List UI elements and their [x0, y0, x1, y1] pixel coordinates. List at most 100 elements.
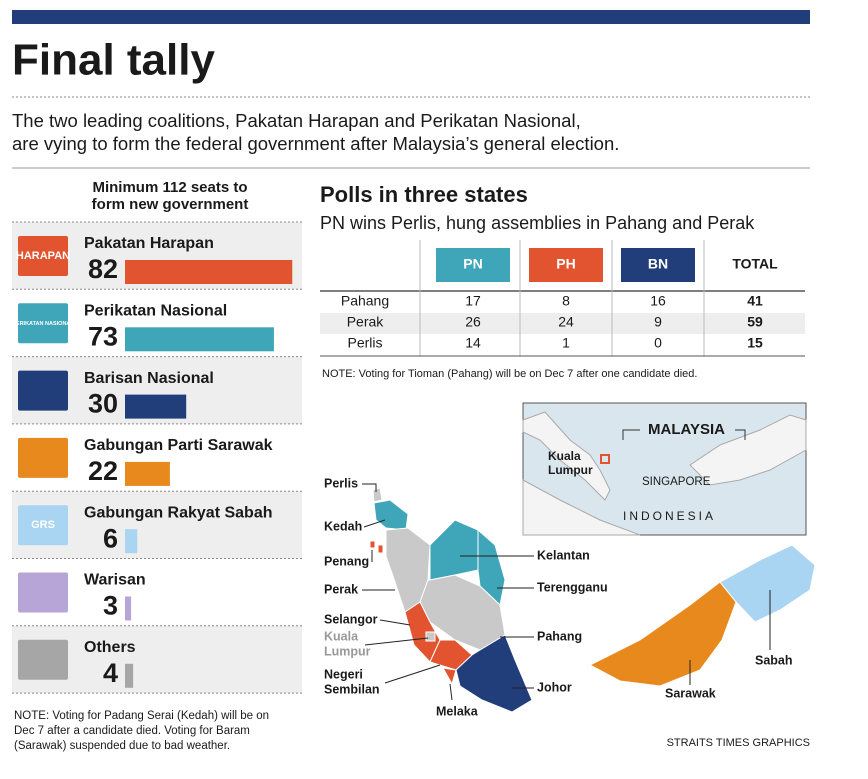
table-value: 59	[747, 314, 763, 330]
state-penang	[377, 544, 384, 554]
party-name: Gabungan Rakyat Sabah	[84, 504, 273, 521]
states-subtitle: PN wins Perlis, hung assemblies in Pahan…	[320, 213, 755, 233]
title: Final tally	[12, 36, 215, 85]
party-logo	[18, 505, 68, 546]
map-label: Penang	[324, 554, 369, 568]
inset-label: INDONESIA	[623, 509, 716, 523]
inset-land	[522, 411, 611, 501]
party-name: Pakatan Harapan	[84, 235, 214, 252]
states-note: NOTE: Voting for Tioman (Pahang) will be…	[322, 368, 697, 380]
row-label: Perak	[347, 314, 385, 330]
table-value: 9	[654, 314, 662, 330]
map-label: Melaka	[436, 704, 479, 718]
party-name: Warisan	[84, 572, 146, 589]
states-title: Polls in three states	[320, 182, 528, 207]
row-band	[320, 313, 805, 334]
map-label: Perlis	[324, 476, 358, 490]
seat-bar	[125, 663, 134, 688]
map-label: Negeri	[324, 667, 363, 681]
logo-text: GRS	[31, 519, 55, 531]
seats-heading: form new government	[92, 196, 249, 213]
row-label: Pahang	[341, 293, 389, 309]
row-label: Perlis	[347, 335, 382, 351]
map-label: Kelantan	[537, 548, 590, 562]
seat-count: 73	[88, 321, 118, 351]
top-band	[12, 10, 810, 24]
seat-bar	[125, 394, 187, 419]
map-label: Johor	[537, 680, 572, 694]
inset-label: SINGAPORE	[642, 476, 711, 488]
subtitle: The two leading coalitions, Pakatan Hara…	[12, 110, 581, 131]
table-value: 26	[465, 314, 481, 330]
table-value: 24	[558, 314, 574, 330]
party-logo	[18, 639, 68, 680]
logo-text: PERIKATAN NASIONAL	[12, 321, 74, 327]
party-logo	[18, 572, 68, 613]
inset-capital: Lumpur	[548, 463, 593, 477]
state-sabah	[719, 544, 816, 623]
bracket	[622, 429, 746, 440]
map-label: Sembilan	[324, 682, 380, 696]
table-value: 8	[562, 293, 570, 309]
seat-count: 30	[88, 389, 118, 419]
party-logo	[18, 370, 68, 411]
state-perlis	[372, 487, 383, 503]
map-label: Sarawak	[665, 686, 716, 700]
map	[369, 487, 816, 713]
seat-bar	[125, 461, 170, 486]
table-value: 15	[747, 335, 763, 351]
seat-count: 82	[88, 254, 118, 284]
state-melaka	[442, 667, 457, 686]
table-value: 1	[562, 335, 570, 351]
map-label: Lumpur	[324, 644, 371, 658]
state-negeri-sembilan	[429, 639, 473, 671]
map-label: Terengganu	[537, 580, 608, 594]
inset-country: MALAYSIA	[648, 421, 725, 438]
party-logo	[18, 437, 68, 478]
table-value: 41	[747, 293, 763, 309]
map-label: Kedah	[324, 519, 362, 533]
seat-count: 3	[103, 591, 118, 621]
column-header-box	[529, 248, 603, 282]
party-logo	[18, 303, 68, 344]
map-label: Perak	[324, 582, 358, 596]
map-label: Selangor	[324, 612, 378, 626]
seat-bar	[125, 596, 132, 621]
party-name: Perikatan Nasional	[84, 303, 227, 320]
seats-heading: Minimum 112 seats to	[92, 179, 247, 196]
seat-count: 22	[88, 456, 118, 486]
map-label: Pahang	[537, 629, 582, 643]
inset-land	[522, 479, 641, 536]
seat-count: 4	[103, 658, 118, 688]
party-logo	[18, 236, 68, 276]
inset-land	[689, 414, 807, 486]
party-name: Gabungan Parti Sarawak	[84, 437, 273, 454]
table-value: 17	[465, 293, 481, 309]
table-value: 0	[654, 335, 662, 351]
seat-count: 6	[103, 523, 118, 553]
party-name: Barisan Nasional	[84, 370, 214, 387]
capital-marker	[600, 454, 610, 464]
leader-lines	[362, 483, 771, 701]
column-header: PN	[463, 256, 482, 272]
seats-note: Dec 7 after a candidate died. Voting for…	[14, 725, 250, 737]
state-johor	[455, 634, 533, 713]
column-header-box	[436, 248, 510, 282]
state-kuala-lumpur	[425, 631, 436, 642]
seat-bar	[125, 260, 293, 284]
map-label: Kuala	[324, 629, 359, 643]
state-sarawak	[588, 581, 737, 687]
seat-bar	[125, 327, 274, 352]
credit: STRAITS TIMES GRAPHICS	[667, 737, 810, 749]
table-value: 16	[650, 293, 666, 309]
column-header-box	[621, 248, 695, 282]
state-penang	[369, 540, 376, 549]
subtitle: are vying to form the federal government…	[12, 133, 619, 154]
party-name: Others	[84, 639, 136, 656]
inset-map	[522, 402, 807, 536]
map-label: Sabah	[755, 653, 793, 667]
inset-capital: Kuala	[548, 449, 581, 463]
state-kelantan	[429, 519, 479, 581]
